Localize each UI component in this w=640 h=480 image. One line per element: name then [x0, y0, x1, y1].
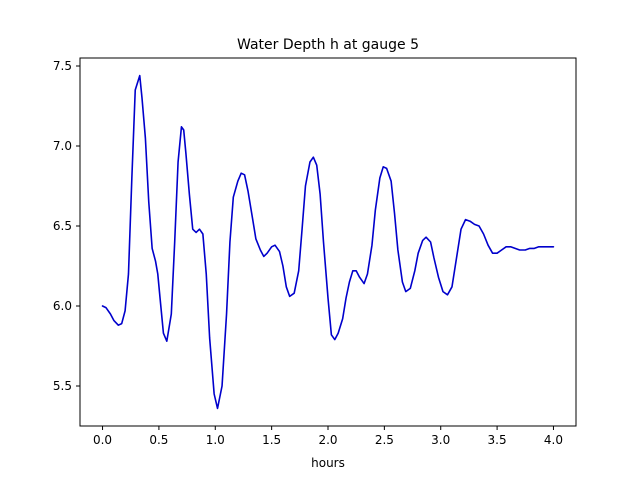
x-tick-label: 1.5	[262, 433, 281, 447]
y-tick-label: 6.0	[53, 299, 72, 313]
y-tick-label: 7.5	[53, 59, 72, 73]
y-tick-label: 6.5	[53, 219, 72, 233]
y-tick-label: 5.5	[53, 379, 72, 393]
y-tick-label: 7.0	[53, 139, 72, 153]
x-axis-label: hours	[311, 456, 345, 470]
x-tick-label: 3.0	[431, 433, 450, 447]
x-axis: 0.0 0.5 1.0 1.5 2.0 2.5 3.0 3.5 4.0	[93, 426, 563, 447]
x-tick-label: 3.5	[488, 433, 507, 447]
x-tick-label: 0.5	[149, 433, 168, 447]
x-tick-label: 2.5	[375, 433, 394, 447]
x-tick-label: 4.0	[544, 433, 563, 447]
x-tick-label: 0.0	[93, 433, 112, 447]
x-tick-label: 1.0	[206, 433, 225, 447]
x-tick-label: 2.0	[318, 433, 337, 447]
y-axis: 5.5 6.0 6.5 7.0 7.5	[53, 59, 80, 393]
chart-title: Water Depth h at gauge 5	[237, 37, 419, 53]
series-line	[101, 74, 555, 410]
